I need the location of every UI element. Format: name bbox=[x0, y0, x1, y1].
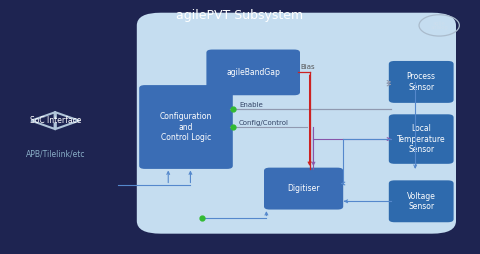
FancyBboxPatch shape bbox=[206, 50, 300, 95]
FancyBboxPatch shape bbox=[137, 13, 456, 234]
Text: agilePVT Subsystem: agilePVT Subsystem bbox=[177, 9, 303, 22]
Text: analog: analog bbox=[430, 25, 448, 30]
Text: Local
Temperature
Sensor: Local Temperature Sensor bbox=[397, 124, 445, 154]
Text: SoC Interface: SoC Interface bbox=[29, 116, 81, 125]
Text: agileBandGap: agileBandGap bbox=[226, 68, 280, 77]
Text: APB/Tilelink/etc: APB/Tilelink/etc bbox=[25, 150, 85, 159]
FancyBboxPatch shape bbox=[389, 61, 454, 103]
Text: Bias: Bias bbox=[300, 64, 314, 70]
FancyBboxPatch shape bbox=[389, 180, 454, 222]
Text: Config/Control: Config/Control bbox=[239, 120, 289, 126]
FancyBboxPatch shape bbox=[264, 168, 343, 210]
Text: agile: agile bbox=[433, 21, 445, 26]
Text: Voltage
Sensor: Voltage Sensor bbox=[407, 192, 436, 211]
Text: Enable: Enable bbox=[239, 102, 263, 108]
FancyBboxPatch shape bbox=[139, 85, 233, 169]
Text: Process
Sensor: Process Sensor bbox=[407, 72, 436, 92]
Text: Digitiser: Digitiser bbox=[288, 184, 320, 193]
Text: Configuration
and
Control Logic: Configuration and Control Logic bbox=[160, 112, 212, 142]
FancyBboxPatch shape bbox=[389, 114, 454, 164]
